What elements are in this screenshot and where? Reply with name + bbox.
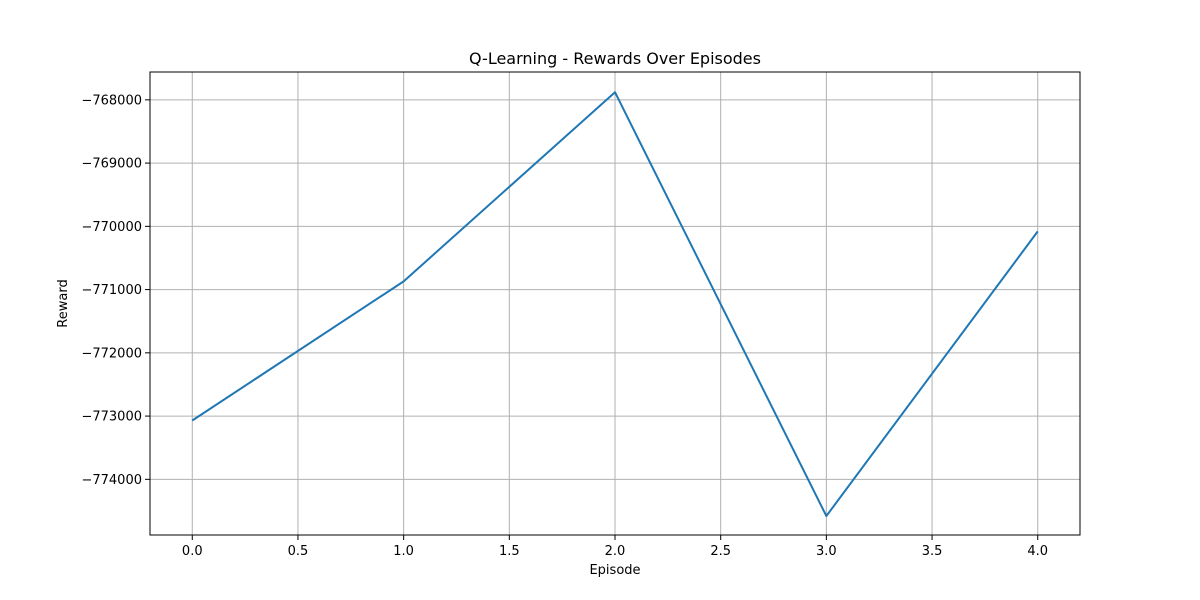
axis-ticks: 0.0 0.5 1.0 1.5 2.0 2.5 3.0 3.5 4.0 −774000 −77300… — [81, 93, 1048, 559]
y-tick-label: −772000 — [81, 346, 142, 361]
x-tick-label: 4.0 — [1027, 544, 1048, 559]
x-tick-label: 2.0 — [605, 544, 626, 559]
y-tick-label: −770000 — [81, 220, 142, 235]
y-axis-label: Reward — [56, 279, 71, 327]
y-tick-label: −769000 — [81, 157, 142, 172]
data-series — [191, 91, 1039, 518]
y-tick-label: −773000 — [81, 410, 142, 425]
x-tick-label: 1.0 — [393, 544, 414, 559]
chart-title: Q-Learning - Rewards Over Episodes — [469, 49, 761, 68]
x-tick-label: 3.0 — [816, 544, 837, 559]
x-tick-label: 0.5 — [288, 544, 309, 559]
x-tick-label: 1.5 — [499, 544, 520, 559]
y-tick-label: −771000 — [81, 283, 142, 298]
x-tick-label: 2.5 — [710, 544, 731, 559]
y-tick-label: −774000 — [81, 473, 142, 488]
y-tick-label: −768000 — [81, 93, 142, 108]
x-tick-label: 3.5 — [922, 544, 943, 559]
x-axis-label: Episode — [589, 563, 640, 578]
x-tick-label: 0.0 — [182, 544, 203, 559]
series-line — [191, 91, 1039, 518]
